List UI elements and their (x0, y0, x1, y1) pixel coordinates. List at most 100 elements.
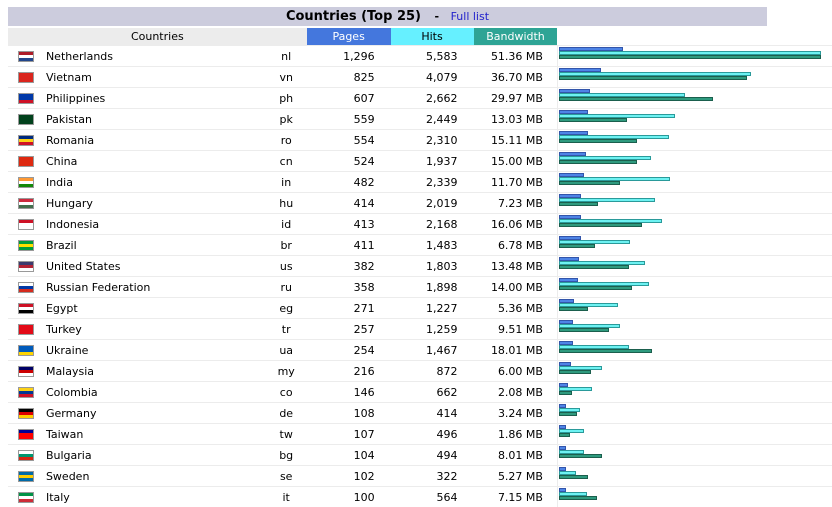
bandwidth-bar (559, 181, 620, 185)
country-code: tw (266, 424, 307, 445)
usage-graph (557, 487, 832, 507)
country-code: ua (266, 340, 307, 361)
pages-value: 413 (307, 214, 391, 235)
flag-icon (8, 67, 44, 88)
hits-value: 1,227 (391, 298, 474, 319)
section-title: Countries (Top 25) (286, 9, 421, 24)
flag-icon (8, 130, 44, 151)
country-code: co (266, 382, 307, 403)
bandwidth-value: 5.27 MB (474, 466, 558, 487)
header-hits[interactable]: Hits (391, 28, 474, 46)
bandwidth-value: 15.00 MB (474, 151, 558, 172)
country-code: pk (266, 109, 307, 130)
flag-icon (8, 340, 44, 361)
pages-value: 107 (307, 424, 391, 445)
bandwidth-bar (559, 118, 627, 122)
country-code: us (266, 256, 307, 277)
flag-icon (8, 487, 44, 507)
bandwidth-value: 16.06 MB (474, 214, 558, 235)
bandwidth-value: 5.36 MB (474, 298, 558, 319)
country-code: ph (266, 88, 307, 109)
usage-graph (557, 277, 832, 298)
usage-graph (557, 151, 832, 172)
bandwidth-value: 2.08 MB (474, 382, 558, 403)
country-code: eg (266, 298, 307, 319)
bandwidth-value: 13.03 MB (474, 109, 558, 130)
full-list-link[interactable]: Full list (451, 10, 489, 23)
hits-value: 2,662 (391, 88, 474, 109)
flag-icon (8, 193, 44, 214)
country-code: bg (266, 445, 307, 466)
pages-value: 411 (307, 235, 391, 256)
countries-table: Countries Pages Hits Bandwidth Netherlan… (8, 28, 832, 507)
country-name: Brazil (44, 235, 266, 256)
bandwidth-value: 15.11 MB (474, 130, 558, 151)
pages-value: 559 (307, 109, 391, 130)
flag-icon (8, 298, 44, 319)
country-code: hu (266, 193, 307, 214)
hits-value: 322 (391, 466, 474, 487)
flag-icon (8, 46, 44, 67)
usage-graph (557, 466, 832, 487)
pages-value: 146 (307, 382, 391, 403)
bandwidth-bar (559, 286, 632, 290)
hits-value: 414 (391, 403, 474, 424)
country-name: United States (44, 256, 266, 277)
country-code: it (266, 487, 307, 507)
pages-value: 100 (307, 487, 391, 507)
usage-graph (557, 319, 832, 340)
country-code: de (266, 403, 307, 424)
country-name: India (44, 172, 266, 193)
pages-value: 358 (307, 277, 391, 298)
bandwidth-value: 36.70 MB (474, 67, 558, 88)
header-pages[interactable]: Pages (307, 28, 391, 46)
pages-value: 482 (307, 172, 391, 193)
header-graph (557, 28, 832, 46)
hits-value: 1,898 (391, 277, 474, 298)
usage-graph (557, 46, 832, 67)
pages-value: 607 (307, 88, 391, 109)
usage-graph (557, 88, 832, 109)
usage-graph (557, 172, 832, 193)
bandwidth-bar (559, 454, 602, 458)
usage-graph (557, 130, 832, 151)
country-code: nl (266, 46, 307, 67)
bandwidth-bar (559, 55, 821, 59)
pages-value: 108 (307, 403, 391, 424)
country-code: tr (266, 319, 307, 340)
flag-icon (8, 256, 44, 277)
header-bandwidth[interactable]: Bandwidth (474, 28, 558, 46)
bandwidth-bar (559, 202, 598, 206)
flag-icon (8, 319, 44, 340)
country-name: Sweden (44, 466, 266, 487)
country-name: Romania (44, 130, 266, 151)
usage-graph (557, 382, 832, 403)
hits-value: 2,339 (391, 172, 474, 193)
pages-value: 414 (307, 193, 391, 214)
country-name: Russian Federation (44, 277, 266, 298)
bandwidth-bar (559, 223, 642, 227)
country-name: Turkey (44, 319, 266, 340)
flag-icon (8, 424, 44, 445)
header-countries[interactable]: Countries (8, 28, 307, 46)
bandwidth-value: 13.48 MB (474, 256, 558, 277)
flag-icon (8, 445, 44, 466)
country-name: Taiwan (44, 424, 266, 445)
bandwidth-value: 29.97 MB (474, 88, 558, 109)
country-name: Vietnam (44, 67, 266, 88)
flag-icon (8, 88, 44, 109)
usage-graph (557, 235, 832, 256)
pages-value: 524 (307, 151, 391, 172)
hits-value: 2,449 (391, 109, 474, 130)
pages-value: 554 (307, 130, 391, 151)
flag-icon (8, 403, 44, 424)
